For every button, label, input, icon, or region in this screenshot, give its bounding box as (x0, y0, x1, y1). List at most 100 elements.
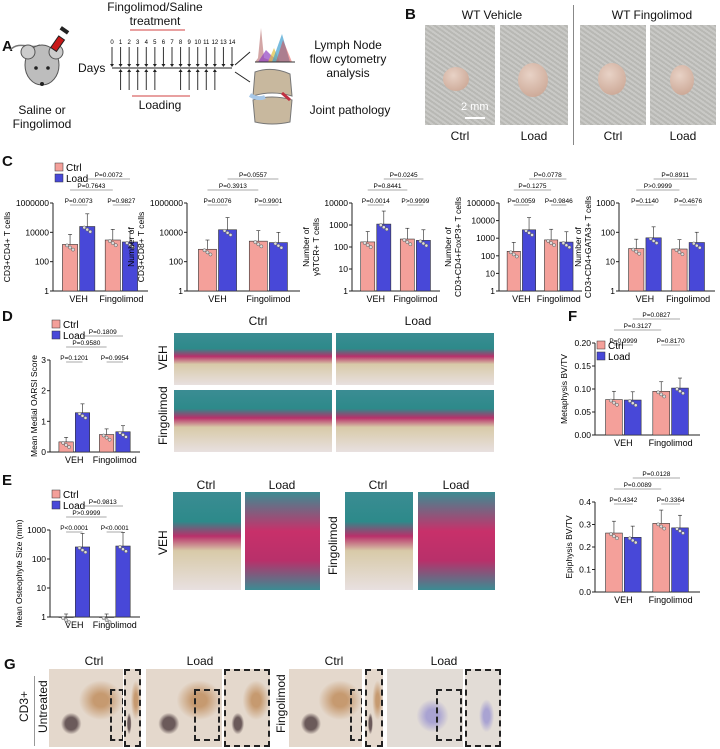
y-tick-label: 0.1 (579, 565, 591, 575)
data-point (279, 245, 284, 250)
data-point (680, 252, 685, 257)
p-value-label: P=0.0014 (362, 198, 390, 205)
y-tick-label: 0 (41, 447, 46, 457)
bar (75, 412, 91, 453)
y-axis-label: Epiphysis BV/TV (564, 515, 574, 579)
x-tick-label: Fingolimod (649, 595, 693, 605)
days-label: Days (78, 61, 106, 75)
data-point (107, 239, 112, 243)
data-point (77, 546, 82, 550)
y-tick-label: 10 (606, 257, 616, 267)
data-point (124, 549, 128, 554)
data-point (67, 445, 71, 449)
data-point (508, 250, 513, 255)
data-point (125, 241, 129, 245)
scale-bar (465, 117, 485, 119)
legend-swatch (54, 162, 64, 172)
x-tick-label: VEH (512, 294, 531, 304)
x-tick-label: Fingolimod (93, 620, 137, 630)
y-tick-label: 10000 (324, 198, 348, 208)
y-axis-label: CD3+CD8+ T cells (136, 212, 146, 283)
bar (198, 248, 217, 292)
y-tick-label: 10000 (25, 227, 49, 237)
histology-image (174, 333, 332, 385)
experiment-schematic: 0 1 2 3 4 5 6 7 8 9 10 11 12 13 14 (9, 26, 295, 125)
y-tick-label: 1000 (476, 233, 495, 243)
p-value-label: P=0.0557 (239, 172, 267, 179)
data-point (662, 526, 667, 531)
p-value-label: P>0.9999 (644, 183, 672, 190)
y-tick-label: 0.4 (579, 497, 591, 507)
legend-swatch (54, 173, 64, 183)
data-point (110, 241, 115, 245)
data-point (514, 254, 519, 259)
data-point (631, 247, 636, 252)
bar (62, 244, 78, 292)
data-point (408, 242, 413, 247)
col-label: Ctrl (196, 478, 216, 492)
bar (269, 242, 288, 292)
arrowhead (152, 64, 157, 67)
arrowhead (152, 69, 157, 72)
arrowhead (161, 64, 166, 67)
ihc-inset (365, 669, 383, 747)
legend-label: Load (608, 352, 630, 363)
y-axis-label: CD3+CD4+FoxP3+ T cells (453, 197, 463, 297)
data-point (88, 229, 93, 234)
day-label: 7 (170, 40, 174, 46)
histology-image (418, 492, 495, 590)
data-point (80, 413, 85, 418)
arrow-to-joint (234, 71, 251, 83)
ihc-image (387, 669, 463, 747)
panel-label-c: C (2, 153, 13, 170)
arrowhead (118, 64, 123, 67)
p-value-label: P=0.1201 (60, 355, 88, 362)
panel-label-f: F (568, 308, 578, 325)
lymph-node-photo (650, 25, 716, 125)
bar (115, 545, 131, 618)
bar-chart-f: 0.0 0.1 0.2 0.3 0.4 Epiphysis BV/TV VEH Fingoli… (564, 471, 700, 605)
data-point (121, 433, 125, 437)
data-point (61, 616, 65, 620)
bar (99, 616, 115, 618)
lymph-node-photo (580, 25, 646, 125)
group-label-wt-fingolimod: WT Fingolimod (611, 8, 693, 22)
histology-image (336, 390, 494, 452)
legend-swatch (596, 351, 606, 361)
data-point (674, 248, 679, 252)
col-label: Load (186, 654, 214, 668)
data-point (630, 401, 635, 405)
y-axis-label: CD3+CD4+ T cells (2, 212, 12, 283)
p-value-label: P=0.8170 (657, 338, 685, 345)
bar (58, 616, 74, 618)
y-tick-label: 0.3 (579, 520, 591, 530)
arrowhead (195, 69, 200, 72)
y-tick-label: 10000 (471, 216, 495, 226)
y-axis-label: CD3+CD4+GATA3+ T cells (583, 196, 593, 298)
data-point (368, 245, 373, 249)
y-tick-label: 1 (490, 286, 495, 296)
data-point (107, 437, 112, 442)
histology-image (245, 492, 320, 590)
p-value-label: P=0.0089 (624, 482, 652, 489)
data-point (527, 231, 531, 235)
col-label: Load (669, 129, 697, 143)
data-point (228, 233, 233, 237)
day-label: 14 (229, 40, 236, 46)
output-joint: Joint pathology (309, 103, 391, 117)
arrowhead (187, 64, 192, 67)
histology-image (345, 492, 413, 590)
bar (671, 248, 688, 292)
day-label: 9 (187, 40, 191, 46)
arrowhead (195, 64, 200, 67)
treatment-label-2: treatment (129, 14, 181, 28)
data-point (615, 402, 619, 407)
lymph-node-photo: 2 mm (425, 25, 495, 125)
bar (218, 229, 237, 292)
p-value-label: P=0.3127 (624, 323, 652, 330)
col-label: Ctrl (368, 478, 388, 492)
x-tick-label: VEH (208, 294, 227, 304)
data-point (678, 389, 682, 394)
arrowhead (204, 64, 209, 67)
